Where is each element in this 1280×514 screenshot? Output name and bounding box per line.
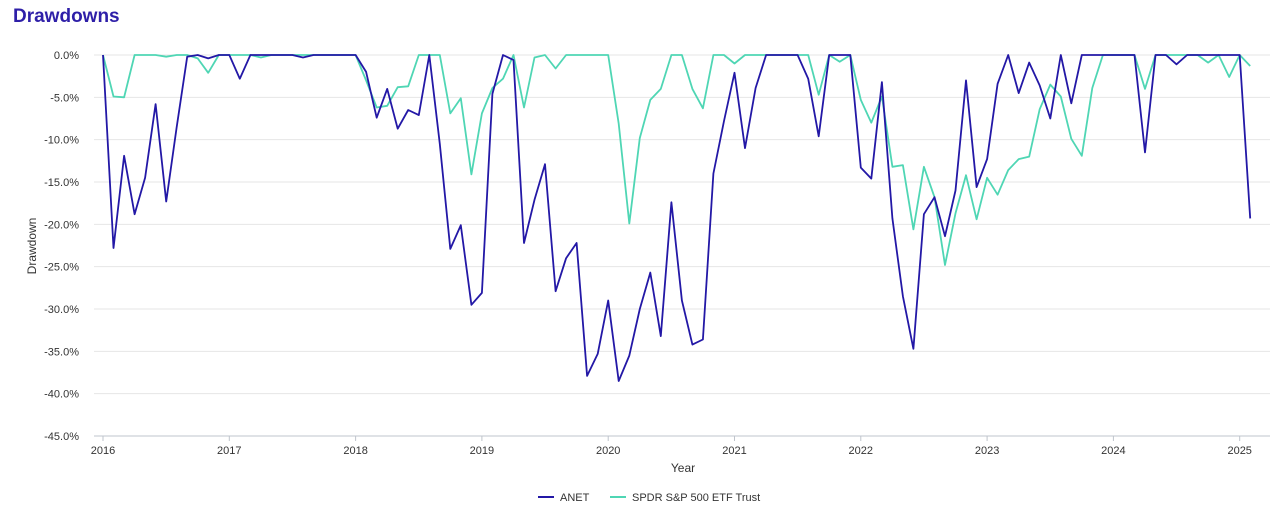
chart-title: Drawdowns	[13, 6, 120, 27]
x-tick-label: 2022	[849, 445, 873, 457]
y-tick-label: -45.0%	[44, 431, 79, 443]
y-tick-label: 0.0%	[54, 50, 79, 62]
y-tick-label: -5.0%	[50, 92, 79, 104]
anet-line	[102, 54, 1252, 382]
x-tick-label: 2025	[1227, 445, 1251, 457]
y-tick-label: -10.0%	[44, 135, 79, 147]
legend-label-anet: ANET	[560, 492, 590, 504]
x-tick-label: 2019	[470, 445, 494, 457]
series-lines	[102, 54, 1252, 382]
spy-line	[102, 54, 1251, 266]
y-tick-label: -15.0%	[44, 177, 79, 189]
y-tick-label: -30.0%	[44, 304, 79, 316]
y-tick-label: -40.0%	[44, 389, 79, 401]
y-tick-label: -20.0%	[44, 219, 79, 231]
x-axis-ticks: 2016 2017 2018 2019 2020 2021 2022 2023 2024 2025	[91, 436, 1252, 457]
x-tick-label: 2020	[596, 445, 620, 457]
legend-label-spy: SPDR S&P 500 ETF Trust	[632, 492, 760, 504]
x-tick-label: 2016	[91, 445, 115, 457]
y-axis-ticks: 0.0% -5.0% -10.0% -15.0% -20.0% -25.0% -30.0% -…	[44, 50, 79, 443]
x-tick-label: 2017	[217, 445, 241, 457]
x-tick-label: 2023	[975, 445, 999, 457]
legend[interactable]: ANET SPDR S&P 500 ETF Trust	[538, 492, 760, 504]
y-tick-label: -25.0%	[44, 262, 79, 274]
x-tick-label: 2018	[343, 445, 367, 457]
x-tick-label: 2021	[722, 445, 746, 457]
x-axis-label: Year	[671, 461, 695, 475]
y-tick-label: -35.0%	[44, 346, 79, 358]
grid-lines	[94, 54, 1270, 437]
y-axis-label: Drawdown	[25, 218, 39, 275]
x-tick-label: 2024	[1101, 445, 1125, 457]
